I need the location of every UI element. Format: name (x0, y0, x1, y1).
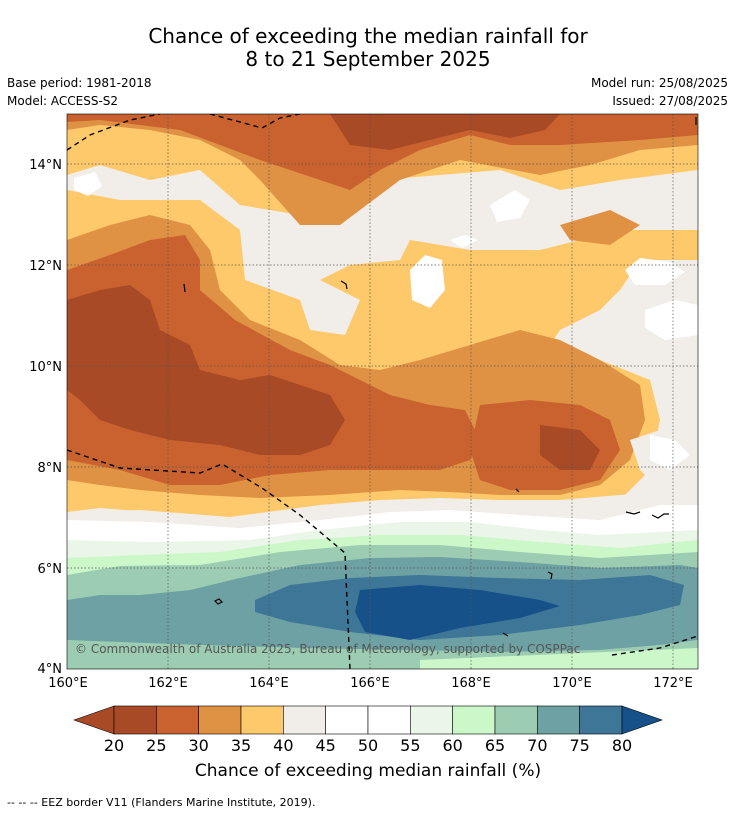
lon-tick-label: 160°E (48, 676, 88, 691)
colorbar-cell (367, 705, 411, 735)
colorbar-tick-label: 25 (146, 736, 167, 755)
colorbar-tick-label: 60 (442, 736, 463, 755)
colorbar-tick-label: 55 (400, 736, 421, 755)
colorbar-title: Chance of exceeding median rainfall (%) (194, 761, 542, 781)
model-run: Model run: 25/08/2025 (590, 76, 728, 90)
colorbar-tick-label: 50 (357, 736, 379, 755)
colorbar-cell (325, 705, 369, 735)
colorbar-tick-label: 80 (611, 736, 633, 755)
lat-tick-label: 10°N (29, 360, 62, 375)
map-frame (66, 113, 699, 670)
lon-tick-label: 162°E (148, 676, 188, 691)
colorbar-cell (156, 705, 199, 735)
lon-tick-label: 166°E (350, 676, 390, 691)
colorbar-cell (113, 705, 157, 735)
eez-border (67, 114, 698, 669)
colorbar-tick-label: 40 (273, 736, 294, 755)
lon-tick-label: 170°E (552, 676, 592, 691)
lat-tick-label: 4°N (38, 662, 63, 677)
lat-tick-label: 14°N (29, 158, 62, 173)
islands (183, 117, 697, 637)
longitude-axis: 160°E 162°E 164°E 166°E 168°E 170°E 172°… (48, 676, 693, 691)
colorbar-tick-label: 75 (569, 736, 590, 755)
colorbar-tick-label: 20 (103, 736, 125, 755)
colorbar-cell (410, 705, 453, 735)
colorbar-under-triangle (73, 705, 115, 735)
eez-legend-text: -- -- -- EEZ border V11 (Flanders Marine… (7, 796, 316, 809)
issued-date: Issued: 27/08/2025 (612, 94, 728, 108)
colorbar-tick-label: 35 (230, 736, 252, 755)
lat-tick-label: 8°N (38, 461, 63, 476)
map-title-line-1: Chance of exceeding the median rainfall … (148, 24, 588, 48)
colorbar-cell (198, 705, 242, 735)
colorbar-cell (452, 705, 496, 735)
colorbar-tick-label: 45 (315, 736, 336, 755)
colorbar-over-triangle (621, 705, 663, 735)
colorbar-cell (240, 705, 284, 735)
colorbar-cell (537, 705, 580, 735)
colorbar (73, 705, 663, 735)
rainfall-probability-map: © Commonwealth of Australia 2025, Bureau… (67, 114, 698, 669)
map-gridlines (67, 114, 698, 669)
lat-tick-label: 6°N (38, 562, 63, 577)
copyright-text: © Commonwealth of Australia 2025, Bureau… (75, 642, 580, 656)
latitude-axis: 14°N 12°N 10°N 8°N 6°N 4°N (29, 158, 62, 677)
lon-tick-label: 172°E (653, 676, 693, 691)
model-name: Model: ACCESS-S2 (7, 94, 119, 108)
colorbar-cell (579, 705, 623, 735)
lon-tick-label: 164°E (249, 676, 289, 691)
map-title-line-2: 8 to 21 September 2025 (245, 47, 491, 71)
colorbar-cell (494, 705, 538, 735)
colorbar-cell (283, 705, 326, 735)
lat-tick-label: 12°N (29, 259, 62, 274)
colorbar-tick-label: 30 (188, 736, 209, 755)
colorbar-tick-label: 65 (484, 736, 506, 755)
base-period: Base period: 1981-2018 (7, 76, 152, 90)
lon-tick-label: 168°E (451, 676, 491, 691)
colorbar-tick-label: 70 (527, 736, 548, 755)
